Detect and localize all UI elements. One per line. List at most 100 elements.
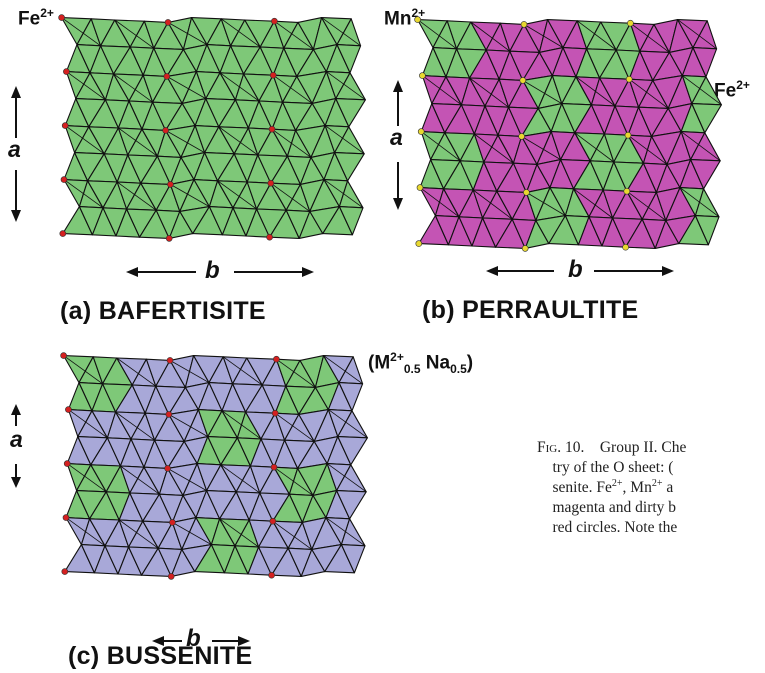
caption-line-3-a: senite. Fe (552, 479, 612, 496)
bafertisite-octahedron-edge (285, 210, 300, 239)
bafertisite-octahedron-edge (271, 128, 312, 158)
perraultite-octahedron-edge (485, 49, 500, 80)
bussenite-octahedron-edge (323, 355, 363, 385)
bussenite-octahedron-edge (221, 410, 262, 440)
perraultite-site-marker (415, 240, 423, 247)
bafertisite-octahedron-edge (170, 184, 210, 207)
bafertisite-octahedron-edge (66, 71, 106, 101)
bafertisite-octahedron-edge (282, 102, 296, 131)
perraultite-site-marker (414, 16, 421, 23)
bussenite-octahedron-edge (118, 519, 159, 549)
bussenite-octahedron-edge (167, 468, 207, 491)
figure-caption: Fig. 10. Group II. Che try of the O shee… (537, 438, 686, 538)
caption-line-3-b: , Mn (622, 479, 652, 496)
bussenite-octahedron-edge (65, 517, 106, 547)
bafertisite-octahedron-edge (79, 206, 93, 235)
perraultite-site-marker (624, 131, 632, 139)
perraultite-octahedron-edge (430, 159, 444, 189)
bussenite-site-marker (166, 357, 174, 364)
bussenite-octahedron-edge (183, 441, 198, 464)
perraultite-octahedron-edge (639, 51, 654, 81)
bussenite-octahedron-edge (234, 545, 249, 575)
bafertisite-octahedron-edge (334, 152, 348, 181)
bussenite-site-marker (165, 411, 173, 418)
bussenite-octahedron-edge (129, 492, 144, 522)
perraultite-octahedron-edge (483, 161, 498, 192)
bussenite-octahedron-edge (325, 517, 366, 547)
b-axis-label-c: b (186, 625, 201, 652)
bussenite-octahedron-edge (326, 463, 367, 493)
panel-title-b: (b) PERRAULTITE (422, 296, 639, 324)
bussenite-octahedron-edge (168, 414, 208, 437)
panel-title-c: (c) BUSSENITE (68, 642, 253, 670)
bafertisite-octahedron-edge (76, 44, 91, 73)
perraultite-octahedron-edge (586, 48, 600, 79)
bussenite-site-marker (61, 568, 69, 575)
perraultite-octahedron-edge (643, 163, 657, 193)
bafertisite-octahedron-edge (218, 126, 259, 156)
bussenite-octahedron-edge (115, 411, 155, 441)
bafertisite-site-marker (165, 235, 173, 242)
caption-line-2: try of the O sheet: ( (552, 459, 674, 476)
bafertisite-octahedron-edge (326, 71, 366, 101)
bafertisite-site-marker (271, 17, 278, 25)
bafertisite-site-marker (268, 125, 276, 133)
bussenite-octahedron-edge (220, 464, 261, 494)
bussenite-octahedron-edge (78, 382, 93, 411)
perraultite-octahedron-edge (591, 104, 605, 135)
bafertisite-site-marker (59, 230, 67, 237)
mn-ion-label-b-charge: 2+ (411, 6, 426, 20)
bafertisite-octahedron-edge (219, 72, 260, 102)
perraultite-site-marker (627, 19, 634, 27)
bafertisite-octahedron-edge (336, 44, 351, 73)
bussenite-octahedron-edge (284, 440, 298, 469)
perraultite-octahedron-edge (677, 19, 717, 50)
perraultite-octahedron-edge (482, 217, 496, 248)
a-axis-label-a: a (8, 136, 21, 162)
bafertisite-octahedron-edge (321, 17, 361, 47)
bafertisite-octahedron-edge (287, 156, 301, 185)
bafertisite-octahedron-edge (128, 100, 143, 130)
bussenite-octahedron-edge (219, 518, 259, 548)
perraultite-octahedron-edge (432, 47, 447, 77)
bafertisite-site-marker (266, 233, 273, 241)
bussenite-octahedron-edge (336, 490, 350, 519)
perraultite-site-marker (416, 184, 424, 191)
bafertisite-site-marker (60, 176, 68, 183)
a-axis-arrow-c (11, 404, 21, 488)
caption-line-4: magenta and dirty b (552, 499, 677, 516)
formula-na: Na (420, 352, 451, 374)
bafertisite-octahedron-edge (75, 98, 90, 127)
bafertisite-octahedron-edge (74, 152, 88, 181)
bafertisite-octahedron-edge (63, 179, 104, 209)
bussenite-octahedron-edge (337, 436, 352, 465)
bafertisite-octahedron-edge (217, 180, 257, 210)
bussenite-octahedron-edge (341, 544, 355, 573)
bafertisite-site-marker (167, 181, 174, 188)
perraultite-site-marker (520, 21, 528, 28)
perraultite-octahedron-edge (690, 159, 704, 189)
perraultite-site-marker (521, 245, 529, 252)
perraultite-octahedron-edge (680, 131, 721, 162)
perraultite-octahedron-edge (474, 133, 514, 164)
perraultite-octahedron-edge (536, 164, 551, 188)
perraultite-octahedron-edge (641, 219, 656, 249)
bussenite-octahedron-edge (185, 387, 199, 410)
perraultite-octahedron-edge (435, 215, 449, 245)
bafertisite-site-marker (61, 122, 69, 129)
perraultite-octahedron-edge (523, 24, 564, 48)
bafertisite-octahedron-edge (166, 76, 206, 99)
formula-na-sub: 0.5 (450, 362, 467, 377)
bafertisite-octahedron-edge (179, 211, 194, 234)
bussenite-site-marker (169, 519, 176, 526)
b-axis-arrow-c (152, 636, 250, 646)
bafertisite-octahedron-edge (274, 20, 314, 50)
bussenite-octahedron-edge (116, 357, 157, 387)
perraultite-octahedron-edge (682, 75, 722, 106)
bussenite-octahedron-edge (285, 386, 300, 415)
bafertisite-site-marker (58, 14, 65, 21)
bussenite-site-marker (62, 514, 70, 521)
perraultite-octahedral-sheet (414, 16, 722, 252)
perraultite-octahedron-edge (539, 52, 553, 76)
perraultite-octahedron-edge (470, 21, 511, 52)
